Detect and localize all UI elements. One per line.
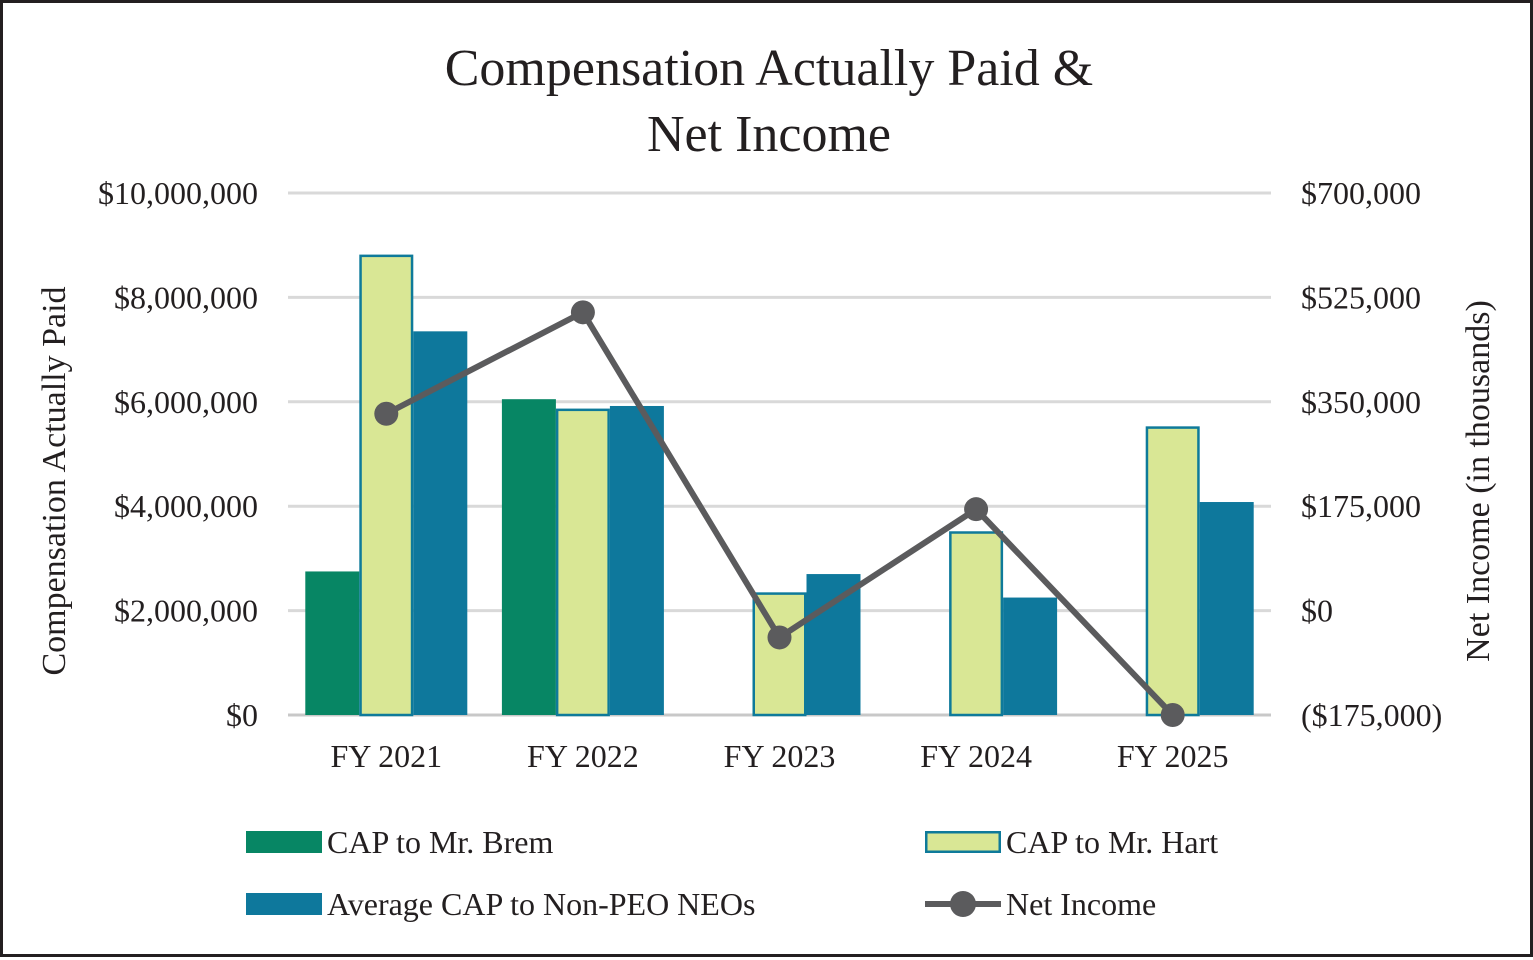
net-income-point-fy-2024 [964,497,989,522]
x-tick-label: FY 2021 [330,738,442,774]
net-income-point-fy-2022 [570,300,595,325]
legend-swatch-average-cap-to-non-peo-neos [246,893,322,915]
y-tick-label-left: $8,000,000 [114,279,258,315]
legend-swatch-cap-to-mr-hart [925,831,1001,853]
bar-average-cap-to-non-peo-neos-fy-2024 [1003,597,1058,715]
y-tick-label-right: ($175,000) [1301,697,1442,733]
bar-cap-to-mr-brem-fy-2022 [501,399,556,715]
legend-swatch-cap-to-mr-brem [246,831,322,853]
bar-cap-to-mr-hart-fy-2022 [555,408,610,717]
bar-cap-to-mr-hart-fy-2025 [1145,426,1200,717]
y-tick-label-left: $6,000,000 [114,384,258,420]
y-tick-label-right: $525,000 [1301,279,1421,315]
bar-cap-to-mr-hart-fy-2024 [949,531,1004,717]
legend: CAP to Mr. Brem CAP to Mr. Hart Average CA… [246,824,1218,922]
y-tick-label-right: $0 [1301,593,1333,629]
chart-svg: Compensation Actually Paid & Net Income … [36,40,1497,922]
y-tick-label-left: $4,000,000 [114,488,258,524]
x-tick-label: FY 2025 [1117,738,1229,774]
legend-marker-net-income [950,891,976,917]
y-tick-label-right: $350,000 [1301,384,1421,420]
net-income-point-fy-2021 [374,401,399,426]
x-tick-label: FY 2024 [920,738,1032,774]
y-tick-label-left: $10,000,000 [98,175,258,211]
bar-average-cap-to-non-peo-neos-fy-2023 [806,574,861,715]
x-tick-label: FY 2023 [724,738,836,774]
bar-cap-to-mr-hart-fy-2021 [359,254,414,717]
tick-labels: $0 ($175,000) $2,000,000 $0 $4,000,000 $175,0… [98,175,1442,774]
y-tick-label-right: $175,000 [1301,488,1421,524]
net-income-point-fy-2023 [767,625,792,650]
y-axis-title-left: Compensation Actually Paid [36,286,73,675]
bar-cap-to-mr-brem-fy-2021 [305,571,360,715]
legend-label-average-cap-to-non-peo-neos: Average CAP to Non-PEO NEOs [327,886,755,922]
y-axis-title-right: Net Income (in thousands) [1460,300,1497,662]
y-tick-label-right: $700,000 [1301,175,1421,211]
legend-label-cap-to-mr-hart: CAP to Mr. Hart [1006,824,1218,860]
net-income-point-fy-2025 [1160,703,1185,727]
bar-average-cap-to-non-peo-neos-fy-2022 [609,405,664,715]
chart-title-line-2: Net Income [647,106,891,163]
legend-label-cap-to-mr-brem: CAP to Mr. Brem [327,824,554,860]
legend-label-net-income: Net Income [1006,886,1156,922]
bar-average-cap-to-non-peo-neos-fy-2025 [1199,502,1254,715]
y-tick-label-left: $2,000,000 [114,593,258,629]
net-income-line-layer [374,300,1185,727]
x-tick-label: FY 2022 [527,738,639,774]
y-tick-label-left: $0 [226,697,258,733]
chart-title-line-1: Compensation Actually Paid & [445,40,1094,97]
